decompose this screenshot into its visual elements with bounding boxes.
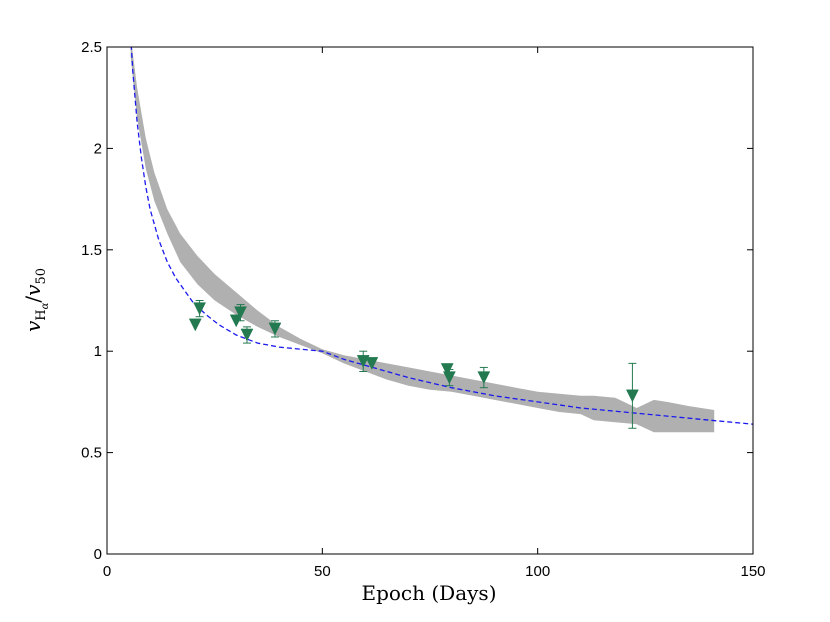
x-tick-label: 150	[740, 563, 765, 580]
band-layer	[130, 47, 715, 433]
data-point	[234, 304, 247, 322]
x-axis-title: Epoch (Days)	[361, 581, 496, 605]
data-point	[240, 326, 254, 344]
triangle-marker	[188, 318, 202, 332]
fit-line	[130, 47, 753, 425]
triangle-marker	[234, 306, 247, 320]
data-point	[193, 300, 206, 318]
y-label-sub1: H	[34, 309, 49, 320]
y-tick-label: 1.5	[81, 242, 102, 259]
triangle-marker	[365, 357, 379, 370]
triangle-marker	[240, 328, 254, 342]
data-point	[477, 366, 491, 389]
y-label-v1: v	[21, 320, 45, 332]
uncertainty-band	[130, 47, 715, 433]
data-point	[188, 318, 202, 332]
x-tick-label: 100	[525, 563, 550, 580]
y-label-subsub: α	[40, 302, 51, 309]
y-label-slash: /	[21, 296, 45, 303]
y-axis-title: vHα/v50	[21, 268, 51, 332]
y-tick-label: 1	[94, 343, 102, 360]
triangle-marker	[626, 389, 639, 403]
points-layer	[188, 300, 639, 429]
triangle-marker	[193, 302, 206, 316]
x-tick-label: 0	[103, 563, 111, 580]
plot-frame	[106, 46, 754, 555]
x-tick-label: 50	[314, 563, 331, 580]
data-point	[442, 368, 456, 387]
y-label-sub2: 50	[34, 268, 49, 285]
y-tick-label: 2.5	[81, 39, 102, 56]
triangle-marker	[477, 371, 491, 385]
data-point	[626, 362, 639, 429]
y-tick-label: 0.5	[81, 445, 102, 462]
ticks-layer: 0 50 100 150 0 0.5 1 1.5 2 2.5	[81, 39, 765, 580]
y-tick-label: 2	[94, 140, 102, 157]
data-point	[268, 320, 282, 338]
triangle-marker	[442, 371, 456, 385]
fit-layer	[130, 47, 753, 425]
y-label-v2: v	[21, 284, 45, 296]
data-point	[365, 357, 379, 370]
y-tick-label: 0	[94, 546, 102, 563]
triangle-marker	[268, 322, 282, 336]
